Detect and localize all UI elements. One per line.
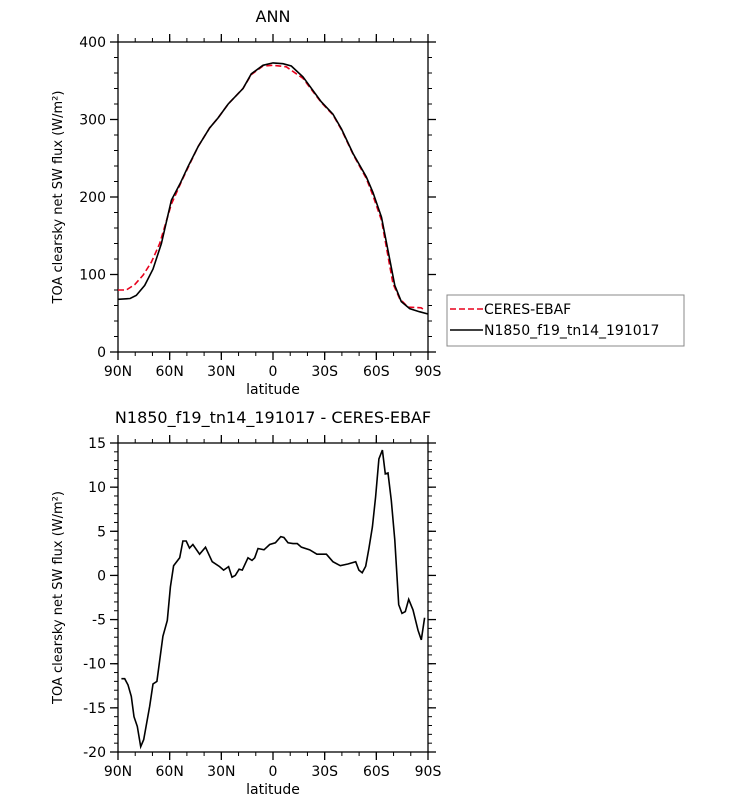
chart-title: N1850_f19_tn14_191017 - CERES-EBAF	[115, 408, 431, 428]
x-tick-label: 30N	[207, 764, 235, 780]
y-tick-label: 0	[97, 568, 106, 584]
series-line-n1850-f19-tn14-191017	[117, 62, 429, 315]
y-tick-label: -20	[83, 745, 106, 761]
x-tick-label: 0	[269, 764, 278, 780]
y-axis-label: TOA clearsky net SW flux (W/m²)	[51, 91, 66, 305]
y-axis-label: TOA clearsky net SW flux (W/m²)	[51, 491, 66, 705]
x-axis-label: latitude	[246, 382, 300, 398]
plot-frame	[117, 41, 429, 353]
x-tick-label: 60N	[156, 764, 184, 780]
x-tick-label: 30S	[311, 364, 338, 380]
x-axis-label: latitude	[246, 782, 300, 798]
x-tick-label: 90N	[104, 764, 132, 780]
x-tick-label: 30N	[207, 364, 235, 380]
y-tick-label: -5	[92, 613, 106, 629]
y-tick-label: 200	[79, 190, 106, 206]
y-tick-label: -15	[83, 701, 106, 717]
y-tick-label: 5	[97, 524, 106, 540]
x-tick-label: 90S	[415, 764, 442, 780]
plot-frame	[117, 442, 429, 753]
x-tick-label: 60S	[363, 364, 390, 380]
chart-title: ANN	[256, 7, 291, 26]
legend-label: CERES-EBAF	[484, 302, 571, 318]
series-line-difference	[121, 449, 426, 750]
legend-box	[446, 294, 685, 347]
y-tick-label: 100	[79, 268, 106, 284]
x-tick-label: 30S	[311, 764, 338, 780]
y-tick-label: 400	[79, 35, 106, 51]
x-tick-label: 60N	[156, 364, 184, 380]
x-tick-label: 90S	[415, 364, 442, 380]
y-tick-label: 0	[97, 345, 106, 361]
x-tick-label: 60S	[363, 764, 390, 780]
y-tick-label: 10	[88, 480, 106, 496]
y-tick-label: 15	[88, 436, 106, 452]
x-tick-label: 0	[269, 364, 278, 380]
x-tick-label: 90N	[104, 364, 132, 380]
y-tick-label: -10	[83, 657, 106, 673]
series-line-ceres-ebaf	[118, 64, 426, 311]
legend-label: N1850_f19_tn14_191017	[484, 323, 659, 339]
y-tick-label: 300	[79, 113, 106, 129]
